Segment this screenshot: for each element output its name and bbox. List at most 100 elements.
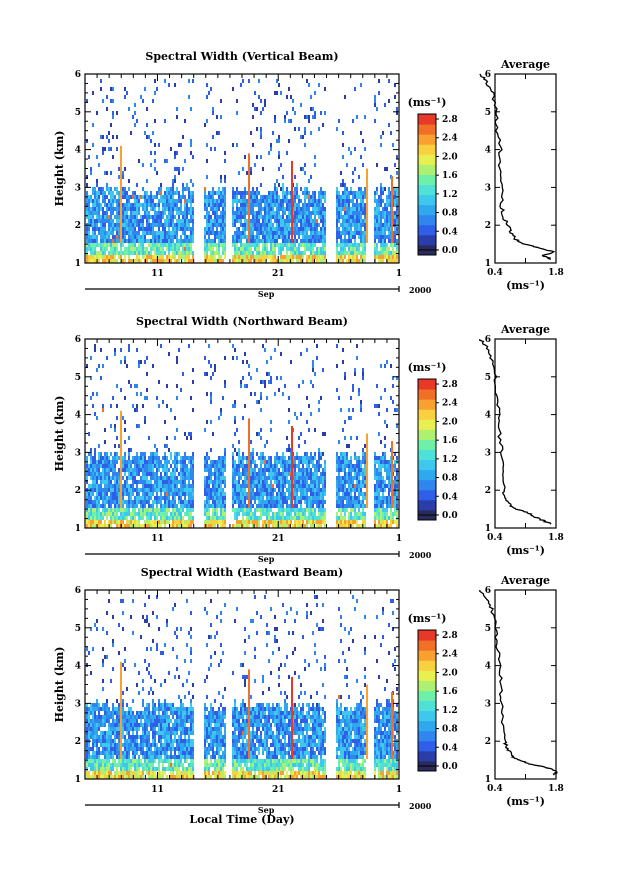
heatmap-cell: [176, 115, 178, 119]
heatmap-cell: [116, 207, 118, 211]
heatmap-cell: [246, 171, 248, 175]
heatmap-cell: [300, 504, 302, 508]
heatmap-cell: [264, 456, 266, 460]
heatmap-cell: [154, 159, 156, 163]
heatmap-cell: [392, 247, 394, 251]
heatmap-cell: [352, 388, 354, 392]
heatmap-cell: [342, 460, 344, 464]
heatmap-cell: [166, 219, 168, 223]
heatmap-cell: [358, 191, 360, 195]
heatmap-cell: [274, 504, 276, 508]
heatmap-cell: [236, 520, 238, 524]
heatmap-cell: [382, 227, 384, 231]
heatmap-cell: [270, 243, 272, 247]
heatmap-cell: [272, 496, 274, 500]
colorbar-tick-label: 0.0: [442, 246, 458, 256]
heatmap-cell: [346, 195, 348, 199]
heatmap-cell: [88, 227, 90, 231]
heatmap-cell: [100, 496, 102, 500]
heatmap-cell: [282, 508, 284, 512]
heatmap-cell: [212, 243, 214, 247]
heatmap-cell: [310, 468, 312, 472]
heatmap-cell: [220, 504, 222, 508]
heatmap-cell: [286, 215, 288, 219]
heatmap-cell: [266, 199, 268, 203]
heatmap-cell: [128, 223, 130, 227]
heatmap-cell: [184, 500, 186, 504]
heatmap-cell: [238, 520, 240, 524]
heatmap-cell: [100, 512, 102, 516]
heatmap-cell: [288, 456, 290, 460]
heatmap-cell: [208, 195, 210, 199]
heatmap-cell: [234, 255, 236, 259]
heatmap-cell: [282, 247, 284, 251]
heatmap-cell: [232, 207, 234, 211]
heatmap-cell: [274, 187, 276, 191]
heatmap-cell: [342, 231, 344, 235]
heatmap-cell: [354, 215, 356, 219]
heatmap-cell: [336, 195, 338, 199]
heatmap-cell: [102, 247, 104, 251]
heatmap-cell: [276, 195, 278, 199]
heatmap-cell: [308, 460, 310, 464]
heatmap-cell: [318, 464, 320, 468]
heatmap-cell: [288, 223, 290, 227]
heatmap-cell: [364, 223, 366, 227]
heatmap-cell: [270, 239, 272, 243]
heatmap-cell: [262, 219, 264, 223]
heatmap-cell: [178, 524, 180, 528]
heatmap-cell: [88, 472, 90, 476]
heatmap-cell: [222, 512, 224, 516]
y-axis-label: Height (km): [53, 131, 66, 207]
heatmap-cell: [222, 480, 224, 484]
heatmap-cell: [144, 512, 146, 516]
heatmap-cell: [170, 219, 172, 223]
heatmap-cell: [158, 223, 160, 227]
heatmap-cell: [254, 496, 256, 500]
heatmap-cell: [232, 480, 234, 484]
heatmap-cell: [206, 512, 208, 516]
heatmap-cell: [312, 516, 314, 520]
heatmap-cell: [258, 247, 260, 251]
heatmap-cell: [140, 219, 142, 223]
heatmap-cell: [242, 452, 244, 456]
heatmap-cell: [316, 239, 318, 243]
heatmap-cell: [318, 488, 320, 492]
heatmap-cell: [250, 235, 252, 239]
heatmap-cell: [258, 79, 260, 83]
heatmap-cell: [174, 500, 176, 504]
heatmap-cell: [218, 131, 220, 135]
heatmap-cell: [264, 480, 266, 484]
heatmap-cell: [190, 472, 192, 476]
heatmap-cell: [146, 472, 148, 476]
heatmap-cell: [92, 516, 94, 520]
heatmap-cell: [356, 199, 358, 203]
heatmap-cell: [146, 123, 148, 127]
heatmap-cell: [144, 484, 146, 488]
heatmap-cell: [276, 239, 278, 243]
heatmap-cell: [396, 191, 398, 195]
heatmap-cell: [140, 247, 142, 251]
heatmap-cell: [170, 235, 172, 239]
heatmap-cell: [266, 203, 268, 207]
heatmap-cell: [116, 484, 118, 488]
heatmap-cell: [278, 231, 280, 235]
heatmap-cell: [94, 199, 96, 203]
heatmap-cell: [140, 392, 142, 396]
avg-x-tick-label: 1.8: [548, 268, 564, 278]
heatmap-cell: [386, 207, 388, 211]
heatmap-cell: [222, 520, 224, 524]
heatmap-cell: [380, 199, 382, 203]
heatmap-cell: [164, 520, 166, 524]
heatmap-cell: [336, 504, 338, 508]
heatmap-cell: [190, 508, 192, 512]
heatmap-cell: [216, 508, 218, 512]
heatmap-cell: [246, 524, 248, 528]
heatmap-cell: [152, 512, 154, 516]
heatmap-cell: [180, 388, 182, 392]
heatmap-cell: [210, 147, 212, 151]
heatmap-cell: [236, 508, 238, 512]
heatmap-cell: [124, 167, 126, 171]
heatmap-cell: [308, 191, 310, 195]
heatmap-cell: [324, 247, 326, 251]
